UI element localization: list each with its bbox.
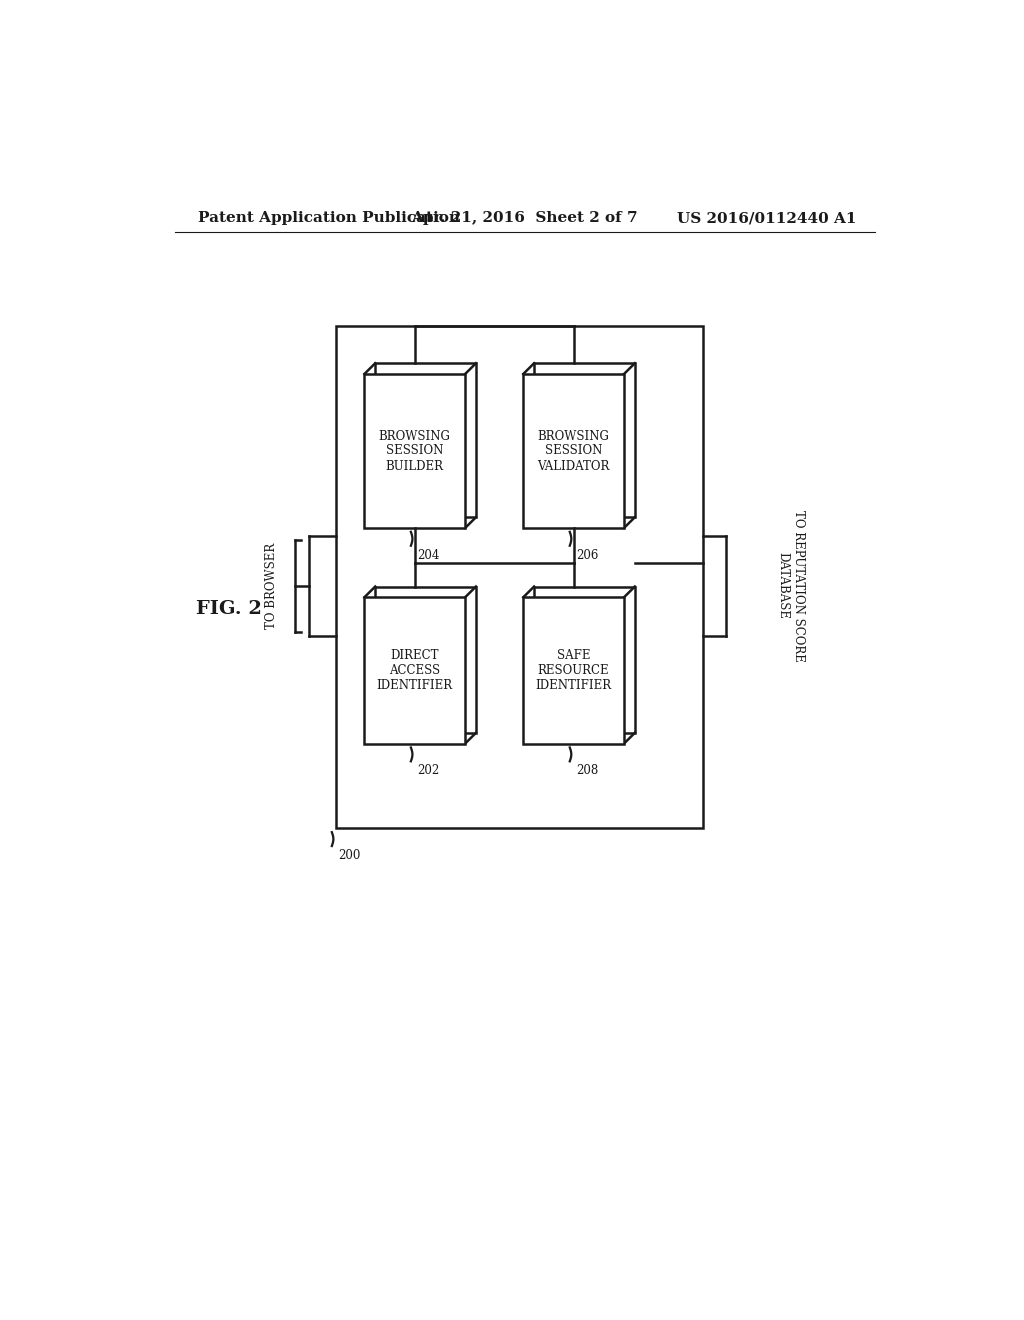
Bar	[375, 363, 476, 517]
Text: 204: 204	[417, 549, 439, 562]
Bar	[523, 374, 624, 528]
Text: Apr. 21, 2016  Sheet 2 of 7: Apr. 21, 2016 Sheet 2 of 7	[412, 211, 638, 226]
Text: Patent Application Publication: Patent Application Publication	[198, 211, 460, 226]
Bar	[535, 586, 635, 733]
Bar	[375, 586, 476, 733]
Text: 208: 208	[575, 764, 598, 777]
Text: TO BROWSER: TO BROWSER	[265, 543, 278, 628]
Text: BROWSING
SESSION
VALIDATOR: BROWSING SESSION VALIDATOR	[538, 429, 610, 473]
Bar	[336, 326, 703, 829]
Bar	[523, 597, 624, 743]
Text: US 2016/0112440 A1: US 2016/0112440 A1	[677, 211, 856, 226]
Text: 200: 200	[338, 849, 360, 862]
Bar	[535, 363, 635, 517]
Text: TO REPUTATION SCORE
DATABASE: TO REPUTATION SCORE DATABASE	[776, 510, 805, 661]
Text: FIG. 2: FIG. 2	[196, 599, 262, 618]
Bar	[365, 374, 465, 528]
Text: 206: 206	[575, 549, 598, 562]
Text: 202: 202	[417, 764, 439, 777]
Text: SAFE
RESOURCE
IDENTIFIER: SAFE RESOURCE IDENTIFIER	[536, 649, 611, 692]
Text: BROWSING
SESSION
BUILDER: BROWSING SESSION BUILDER	[379, 429, 451, 473]
Bar	[365, 597, 465, 743]
Text: DIRECT
ACCESS
IDENTIFIER: DIRECT ACCESS IDENTIFIER	[377, 649, 453, 692]
